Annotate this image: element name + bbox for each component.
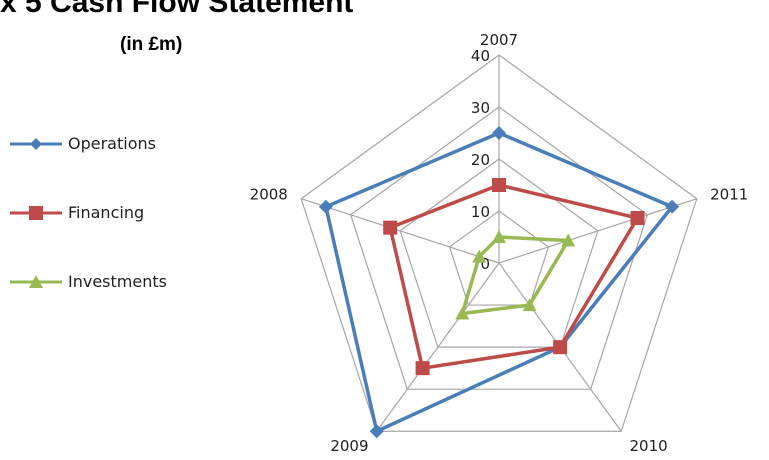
data-point-operations-2008 <box>318 199 333 214</box>
data-point-investments-2011 <box>561 233 576 247</box>
data-point-investments-2008 <box>472 249 487 263</box>
chart-subtitle: (in £m) <box>120 34 183 55</box>
data-point-financing-2010 <box>553 340 568 355</box>
axis-label-2008: 2008 <box>250 186 288 204</box>
spoke-2008 <box>300 198 500 264</box>
tick-label-20: 20 <box>471 151 490 169</box>
legend-marker-financing <box>10 206 62 220</box>
tick-label-40: 40 <box>471 47 490 65</box>
data-point-financing-2008 <box>383 220 398 235</box>
tick-label-10: 10 <box>471 203 490 221</box>
data-point-investments-2010 <box>522 298 537 312</box>
data-point-operations-2007 <box>492 126 506 140</box>
series-line-financing <box>388 183 640 370</box>
grid-ring-10 <box>448 210 550 306</box>
data-point-financing-2009 <box>415 361 430 376</box>
series-line-investments <box>460 235 570 316</box>
grid-ring-40 <box>300 54 698 432</box>
axis-label-2011: 2011 <box>710 186 748 204</box>
legend-marker-investments <box>10 275 62 288</box>
data-point-operations-2009 <box>369 424 384 439</box>
axis-label-2009: 2009 <box>330 437 368 455</box>
spoke-2009 <box>376 262 500 432</box>
legend-label-investments: Investments <box>68 272 167 291</box>
data-point-operations-2011 <box>665 199 680 214</box>
axis-label-2007: 2007 <box>480 31 518 49</box>
data-point-investments-2007 <box>492 230 506 243</box>
grid-ring-30 <box>349 106 649 390</box>
legend-marker-operations <box>10 138 62 150</box>
tick-label-30: 30 <box>471 99 490 117</box>
series-line-operations <box>324 131 674 434</box>
data-point-financing-2011 <box>630 211 645 226</box>
legend-label-financing: Financing <box>68 203 145 222</box>
tick-label-0: 0 <box>480 255 490 273</box>
data-point-investments-2009 <box>455 306 470 320</box>
chart-title: x 5 Cash Flow Statement <box>0 0 354 19</box>
legend-label-operations: Operations <box>68 134 156 153</box>
axis-label-2010: 2010 <box>629 437 667 455</box>
spoke-2011 <box>498 198 698 264</box>
data-point-financing-2007 <box>492 178 506 192</box>
